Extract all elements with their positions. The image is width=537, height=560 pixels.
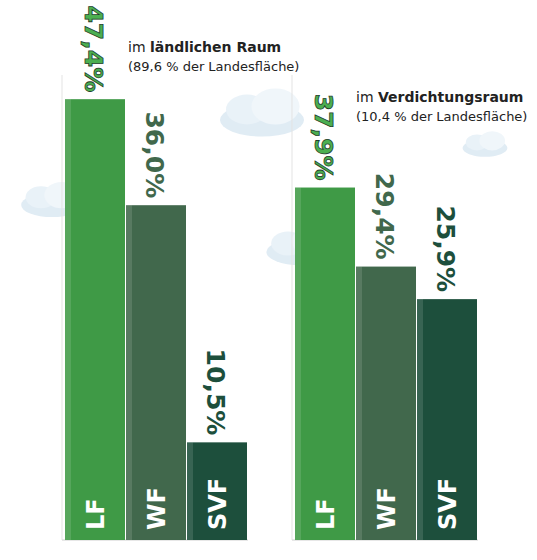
bar (187, 442, 247, 540)
bar-highlight (417, 299, 423, 540)
data-label: 36,0% (140, 111, 169, 198)
labels: 47,4% LF 36,0% WF 10,5% SVF (79, 5, 232, 530)
category-label: SVF (434, 478, 462, 530)
chart: 47,4% LF 36,0% WF 10,5% SVF im ländlichen Raum… (0, 0, 537, 560)
cloud (220, 89, 304, 137)
bars (65, 99, 247, 540)
data-label: 10,5% (201, 349, 230, 436)
bar-highlight (356, 267, 362, 540)
data-label: 29,4% (370, 173, 399, 260)
panel: 47,4% LF 36,0% WF 10,5% SVF im ländlichen Raum… (62, 5, 299, 540)
axis-line (292, 75, 293, 540)
category-label: SVF (204, 478, 232, 530)
category-label: WF (143, 487, 171, 530)
bar-highlight (295, 188, 301, 540)
category-label: LF (312, 498, 340, 530)
bar-highlight (187, 442, 193, 540)
bar (417, 299, 477, 540)
data-label: 47,4% (79, 5, 108, 92)
category-label: LF (82, 498, 110, 530)
labels: 37,9% LF 29,4% WF 25,9% SVF (309, 94, 462, 530)
group-subtitle: (10,4 % der Landesfläche) (356, 109, 527, 124)
bar-highlight (126, 205, 132, 540)
axis-line (62, 75, 63, 540)
group-subtitle: (89,6 % der Landesfläche) (128, 59, 299, 74)
bar (356, 267, 416, 540)
bar (126, 205, 186, 540)
bar-highlight (65, 99, 71, 540)
data-label: 25,9% (431, 205, 460, 292)
cloud-part (479, 131, 505, 150)
data-label: 37,9% (309, 94, 338, 181)
group-title: im ländlichen Raum (128, 39, 281, 55)
panel: 37,9% LF 29,4% WF 25,9% SVF im Verdichtungsrau… (292, 75, 527, 540)
cloud (463, 131, 508, 157)
category-label: WF (373, 487, 401, 530)
group-title: im Verdichtungsraum (356, 89, 523, 105)
bar (65, 99, 125, 540)
bar (295, 188, 355, 540)
